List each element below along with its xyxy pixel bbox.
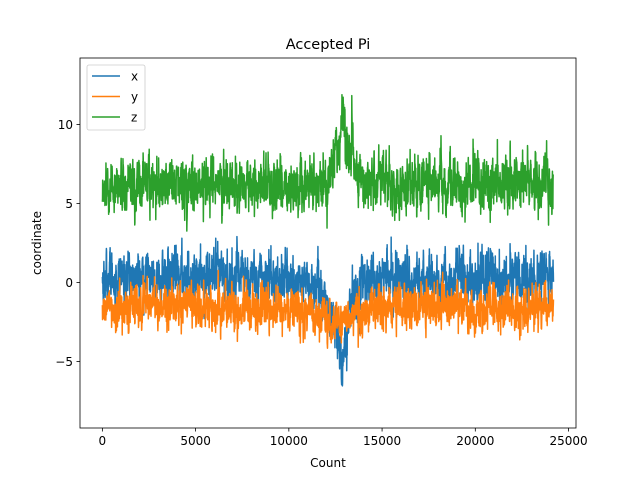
x-tick-label: 5000 [180,434,211,448]
y-tick-label: −5 [55,355,73,369]
x-axis-ticks: 0 5000 10000 15000 20000 25000 [99,428,588,448]
legend-label-z: z [131,111,137,125]
x-tick-label: 10000 [270,434,308,448]
series-line-z [101,93,555,232]
axes-frame [79,57,577,429]
y-tick-label: 0 [65,276,73,290]
legend: xyz [86,64,146,131]
series-line-x [101,235,555,387]
x-tick-label: 25000 [549,434,587,448]
legend-label-y: y [131,90,138,104]
chart-title: Accepted Pi [286,37,371,53]
y-axis-ticks: −5 0 5 10 [55,118,80,369]
legend-box [86,64,146,131]
legend-label-x: x [131,70,138,84]
y-tick-label: 10 [58,118,73,132]
x-tick-label: 0 [99,434,107,448]
series-line-y [101,269,555,349]
y-tick-label: 5 [65,197,73,211]
x-tick-label: 15000 [363,434,401,448]
series-layer [101,93,555,387]
y-axis-label: coordinate [30,211,44,275]
plot-area: 0 5000 10000 15000 20000 25000 −5 0 5 10 [55,57,588,448]
x-tick-label: 20000 [456,434,494,448]
x-axis-label: Count [310,456,346,470]
